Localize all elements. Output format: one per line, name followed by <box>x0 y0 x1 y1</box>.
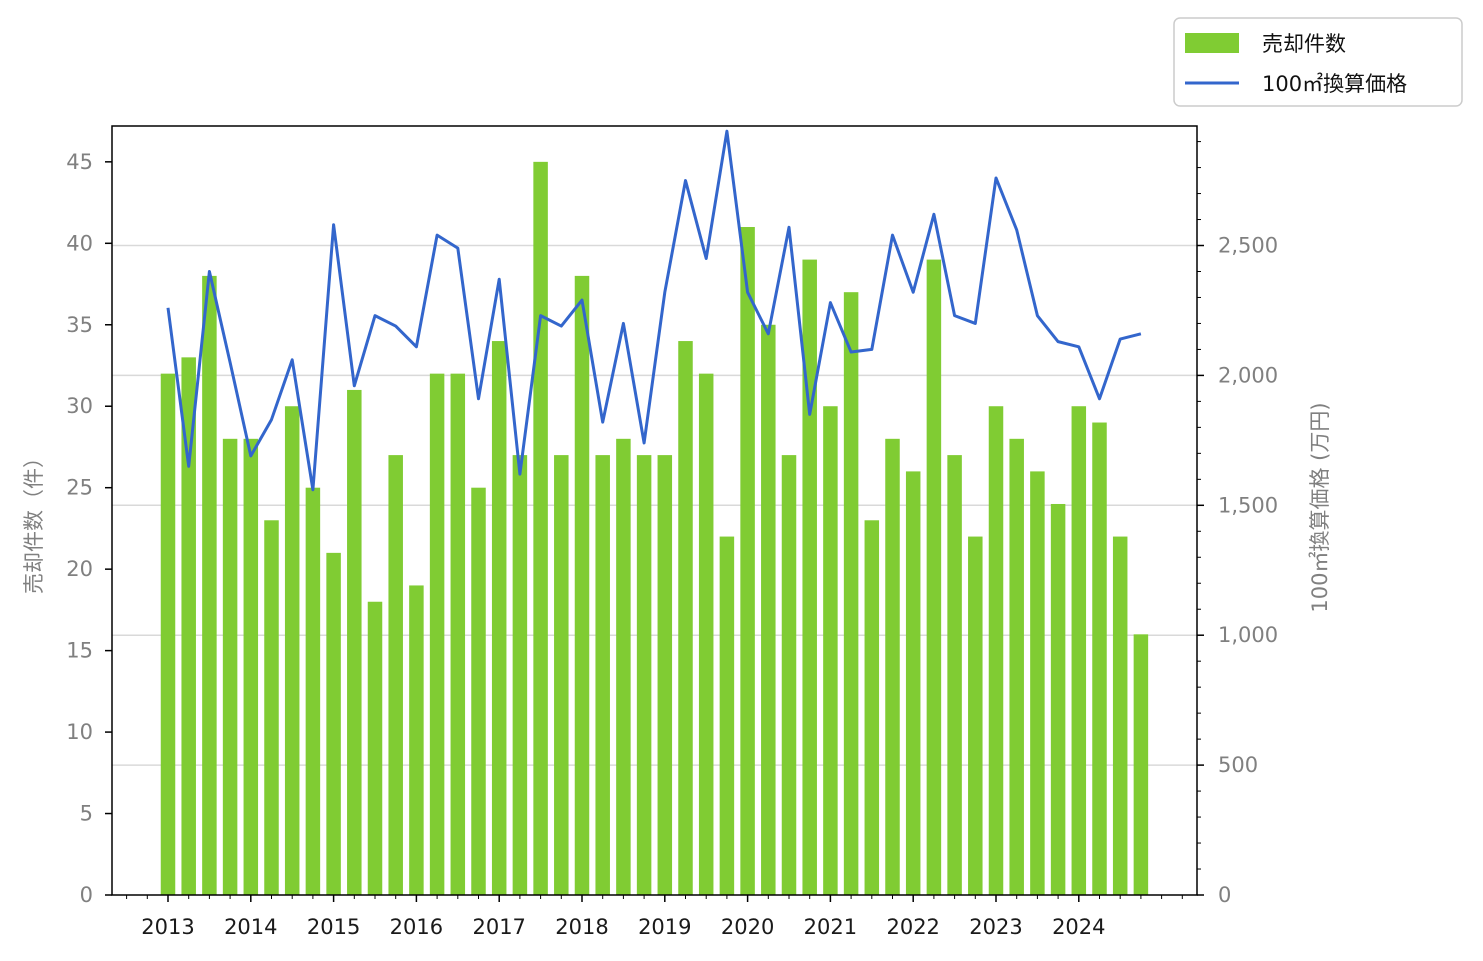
bar <box>1030 471 1045 895</box>
bar <box>1071 406 1087 895</box>
bar <box>885 438 900 895</box>
bar <box>698 373 714 896</box>
right-tick-label: 2,000 <box>1218 363 1278 387</box>
x-tick-label: 2017 <box>472 915 525 939</box>
x-tick-label: 2016 <box>390 915 443 939</box>
right-tick-label: 2,500 <box>1218 234 1278 258</box>
bar <box>181 357 196 895</box>
bar <box>284 406 300 895</box>
left-tick-label: 15 <box>66 639 93 663</box>
left-tick-label: 10 <box>66 720 93 744</box>
bar <box>864 520 880 895</box>
bar <box>1050 503 1066 895</box>
bar <box>367 601 383 895</box>
bar <box>905 471 921 895</box>
bar <box>388 455 403 895</box>
left-tick-label: 25 <box>66 476 93 500</box>
x-tick-label: 2015 <box>307 915 360 939</box>
x-tick-label: 2019 <box>638 915 691 939</box>
right-tick-label: 1,000 <box>1218 623 1278 647</box>
bar <box>678 341 693 895</box>
legend-frame <box>1173 17 1463 107</box>
bar <box>740 227 755 896</box>
right-tick-label: 500 <box>1218 753 1258 777</box>
left-tick-label: 0 <box>80 883 93 907</box>
bar <box>450 373 466 896</box>
legend: 売却件数 100㎡換算価格 <box>1173 17 1463 107</box>
bar <box>512 455 528 895</box>
bar <box>761 324 776 895</box>
x-tick-label: 2020 <box>721 915 774 939</box>
bar <box>968 536 983 895</box>
left-tick-label: 35 <box>66 313 93 337</box>
bar <box>471 487 486 895</box>
left-tick-label: 5 <box>80 802 93 826</box>
left-tick-label: 20 <box>66 557 93 581</box>
bar <box>926 259 942 896</box>
bar <box>202 275 217 895</box>
bar <box>843 292 859 895</box>
right-tick-label: 0 <box>1218 883 1231 907</box>
bar <box>1092 422 1107 895</box>
bar <box>305 487 321 895</box>
bar <box>947 455 962 895</box>
bar <box>657 455 673 895</box>
x-tick-label: 2013 <box>141 915 194 939</box>
legend-label-bar: 売却件数 <box>1262 32 1346 56</box>
right-axis: 0 500 1,000 1,500 2,000 2,500 <box>1197 141 1278 907</box>
left-tick-label: 45 <box>66 150 93 174</box>
x-tick-label: 2023 <box>969 915 1022 939</box>
bar <box>222 438 238 895</box>
bar <box>160 373 176 896</box>
bar <box>823 406 838 895</box>
left-tick-label: 30 <box>66 394 93 418</box>
price-line <box>166 129 1142 492</box>
bar <box>533 161 548 896</box>
bar <box>409 585 424 895</box>
bar <box>719 536 735 895</box>
x-tick-label: 2014 <box>224 915 277 939</box>
bar <box>781 455 797 895</box>
legend-bar-swatch <box>1185 33 1239 53</box>
left-axis: 0 5 10 15 20 25 30 35 40 45 <box>66 150 112 907</box>
bar <box>243 438 259 895</box>
x-tick-label: 2022 <box>886 915 939 939</box>
bar <box>988 406 1004 895</box>
x-tick-label: 2024 <box>1052 915 1105 939</box>
left-tick-label: 40 <box>66 231 93 255</box>
bar <box>616 438 631 895</box>
bar <box>1133 634 1149 895</box>
bar <box>264 520 279 895</box>
bar <box>636 455 652 895</box>
bar-series <box>160 161 1149 896</box>
bar <box>802 259 817 896</box>
bar <box>347 389 362 895</box>
plot-frame <box>111 125 1198 896</box>
bar <box>491 341 507 895</box>
right-tick-label: 1,500 <box>1218 493 1278 517</box>
x-tick-label: 2018 <box>555 915 608 939</box>
right-axis-title: 100㎡換算価格 (万円) <box>1308 402 1332 612</box>
bar <box>574 275 590 895</box>
left-axis-title: 売却件数（件） <box>22 447 46 594</box>
legend-label-line: 100㎡換算価格 <box>1262 72 1407 96</box>
bar <box>1112 536 1128 895</box>
bar <box>595 455 610 895</box>
bar <box>326 552 341 895</box>
x-tick-label: 2021 <box>804 915 857 939</box>
bar <box>1009 438 1024 895</box>
bar <box>429 373 445 896</box>
x-axis: 2013 2014 2015 2016 2017 2018 2019 2020 2021 2022… <box>126 895 1183 939</box>
bar <box>554 455 569 895</box>
